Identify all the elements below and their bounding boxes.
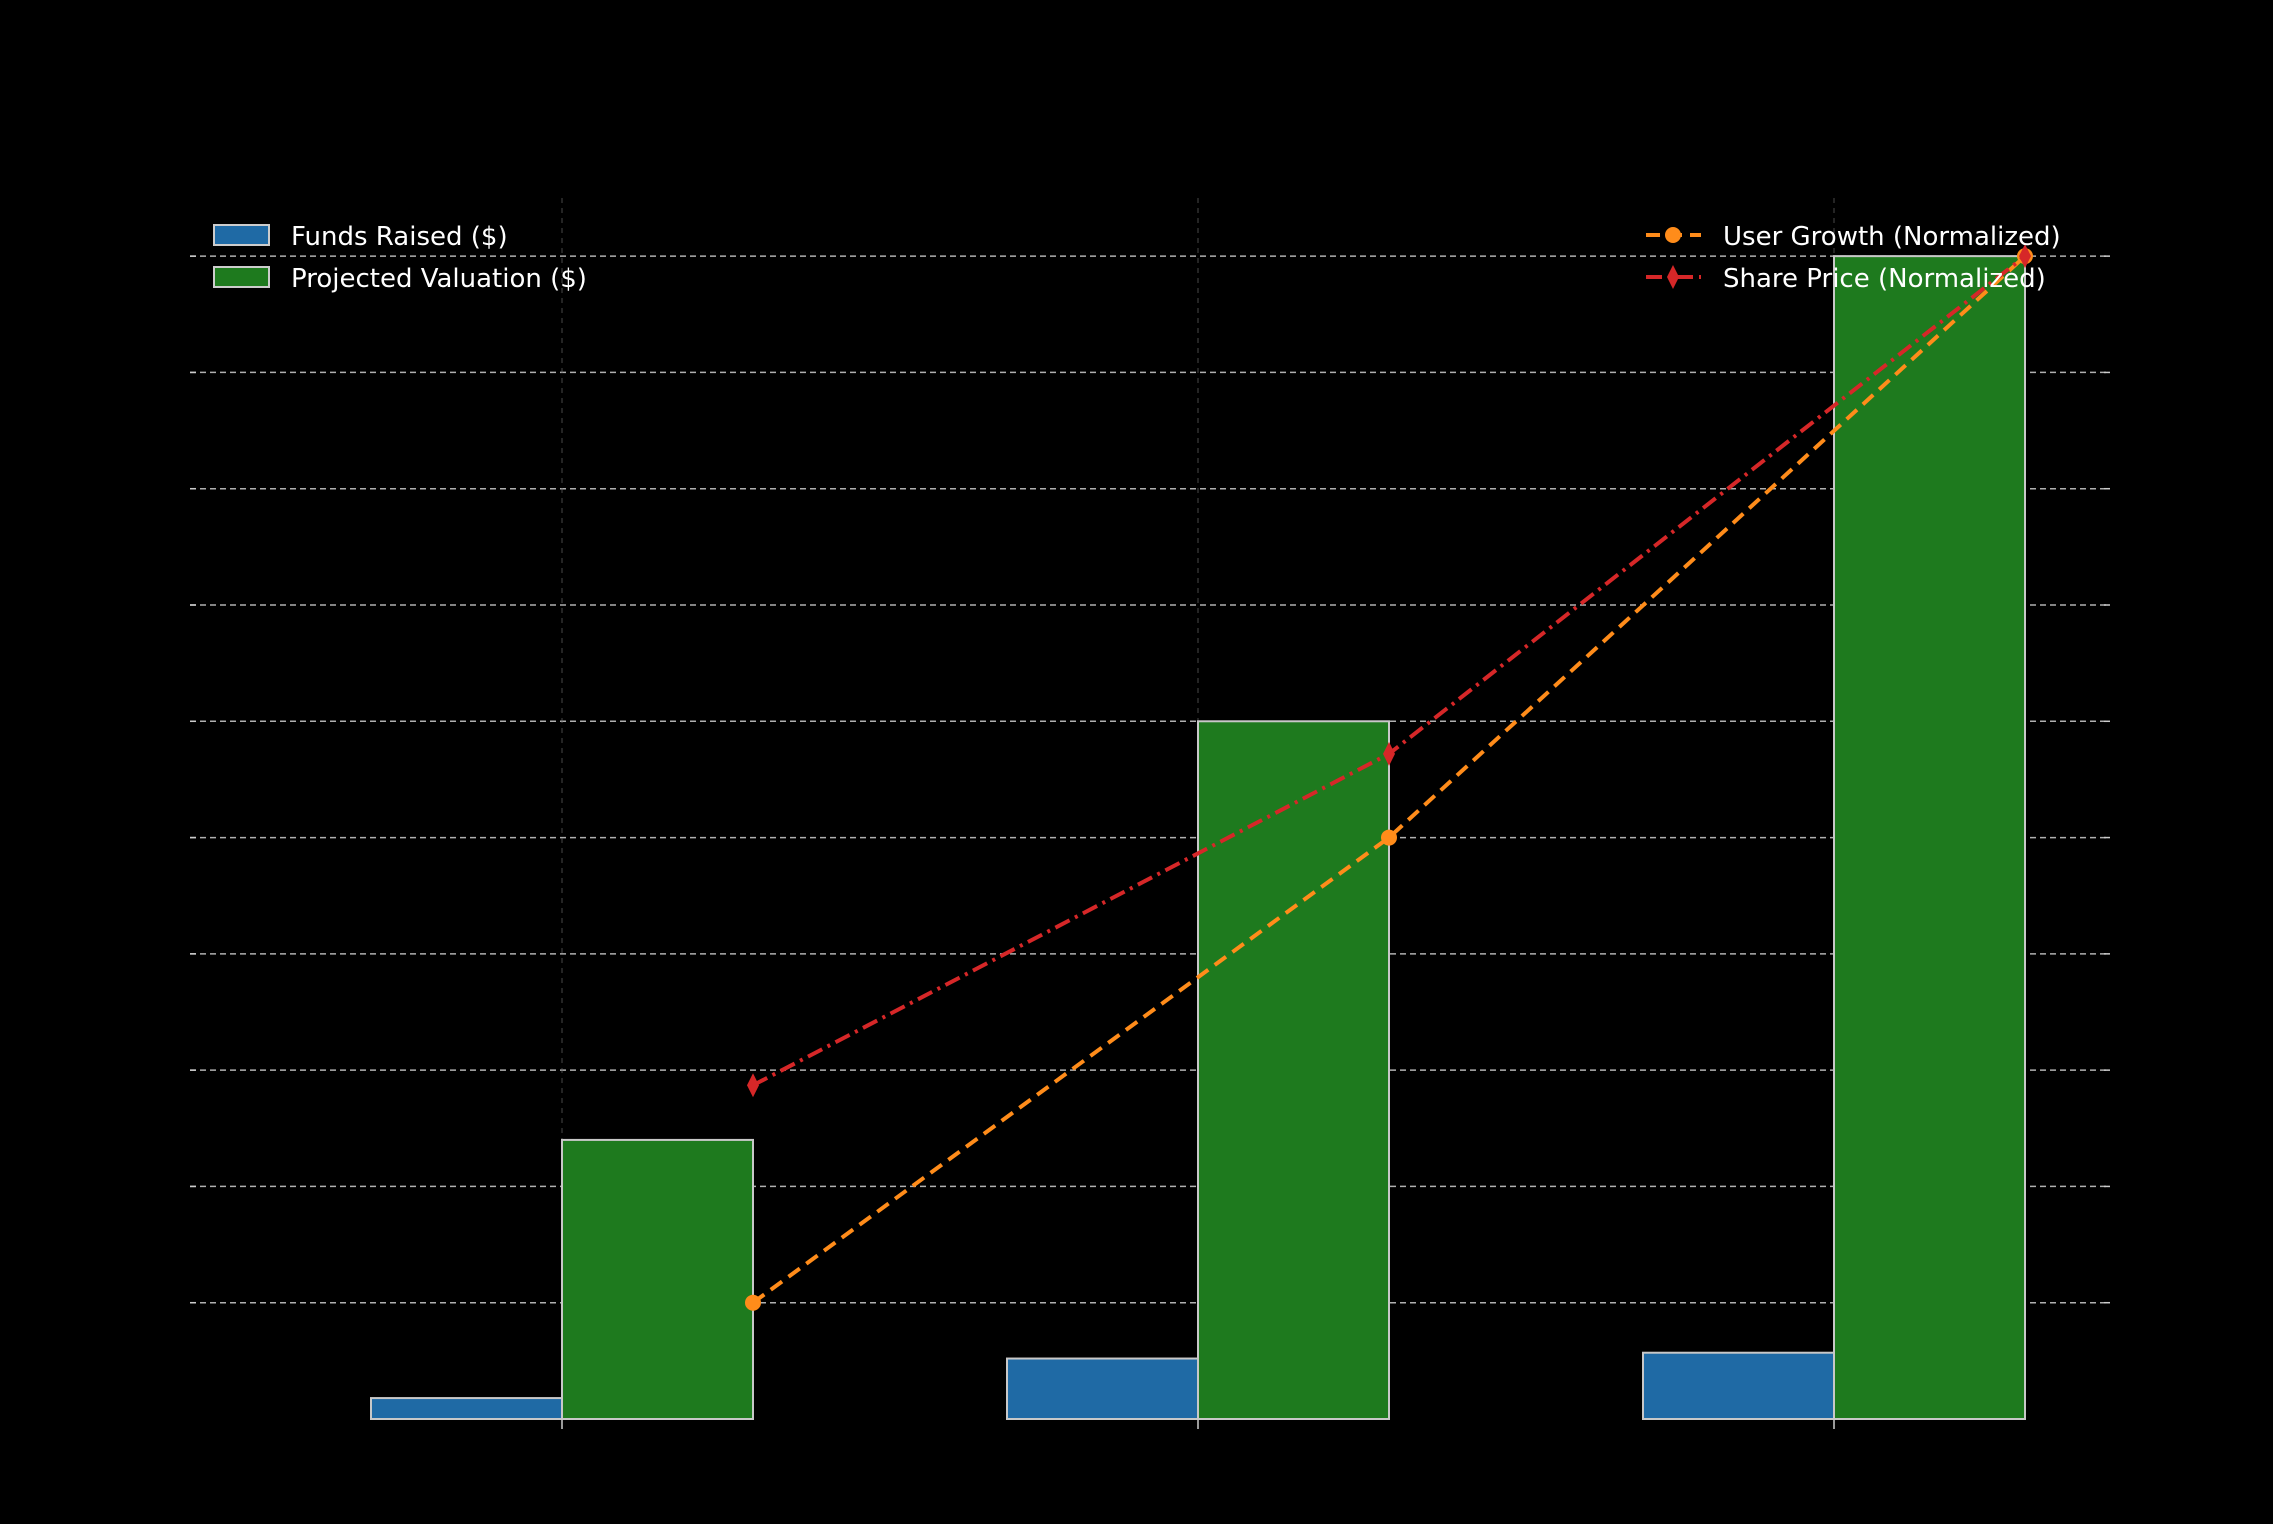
legend-label-projected-valuation: Projected Valuation ($) bbox=[291, 264, 587, 294]
line-group bbox=[745, 244, 2033, 1311]
bar bbox=[370, 1397, 563, 1421]
bar bbox=[1197, 720, 1390, 1420]
tick-group bbox=[190, 255, 2110, 1429]
bar bbox=[1833, 255, 2026, 1421]
legend-swatch-projected-valuation bbox=[213, 266, 270, 288]
bar bbox=[561, 1138, 754, 1421]
line-point bbox=[745, 1294, 761, 1311]
line-point bbox=[1383, 741, 1395, 766]
line-point bbox=[2019, 244, 2031, 269]
legend-marker-user-growth bbox=[1665, 227, 1681, 243]
legend-right: User Growth (Normalized) Share Price (No… bbox=[1646, 222, 2061, 294]
legend-marker-share-price bbox=[1667, 265, 1679, 289]
plot-area bbox=[190, 198, 2110, 1419]
bar bbox=[1006, 1357, 1199, 1420]
legend-label-funds-raised: Funds Raised ($) bbox=[291, 222, 508, 252]
legend-label-share-price: Share Price (Normalized) bbox=[1723, 264, 2046, 294]
line-point bbox=[747, 1073, 759, 1098]
bar bbox=[1642, 1351, 1835, 1421]
legend-swatch-funds-raised bbox=[213, 224, 270, 246]
line-point bbox=[1381, 829, 1397, 846]
legend-left: Funds Raised ($) Projected Valuation ($) bbox=[213, 222, 587, 294]
legend-label-user-growth: User Growth (Normalized) bbox=[1723, 222, 2061, 252]
bar-group bbox=[370, 255, 2026, 1421]
